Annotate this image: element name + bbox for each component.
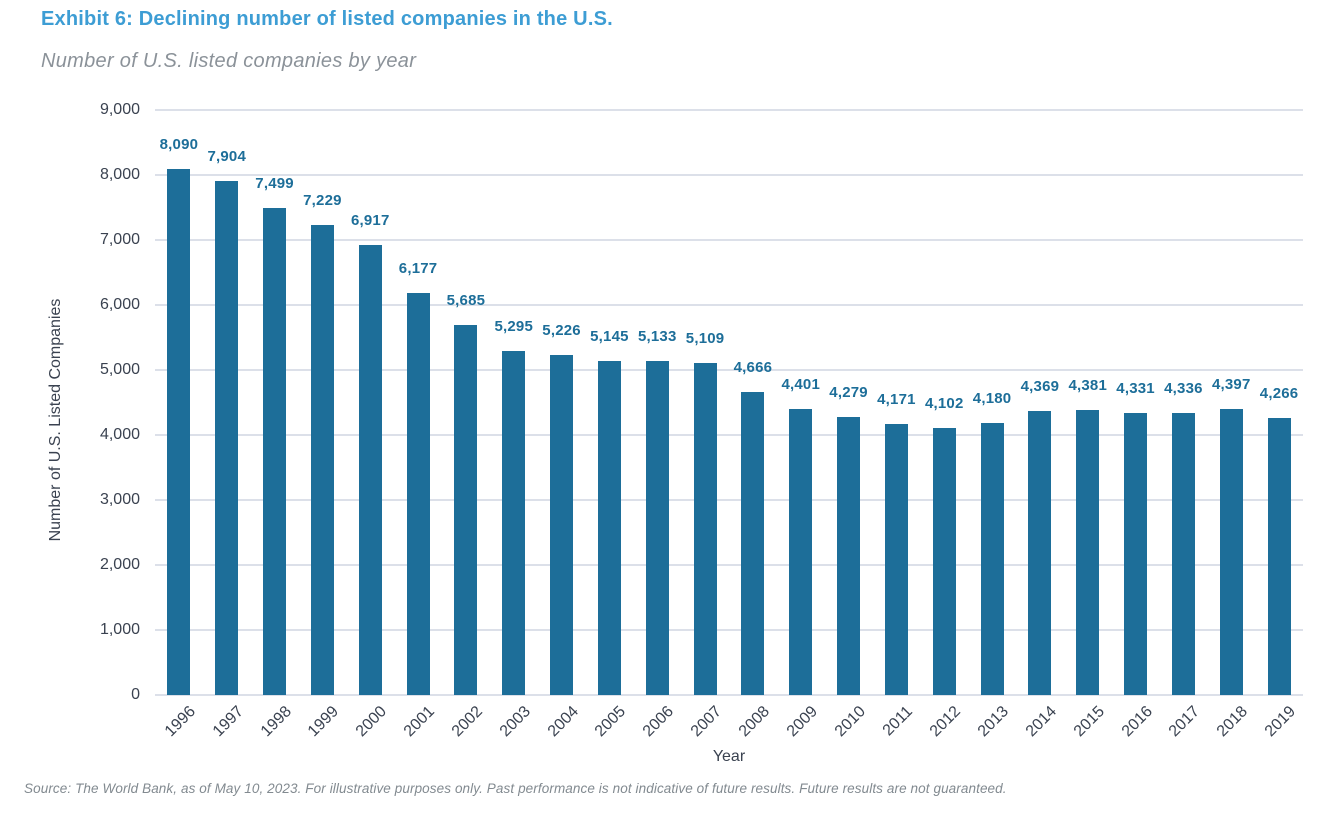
bar-value-label: 7,229 <box>303 192 342 210</box>
bar-value-label: 4,381 <box>1068 377 1108 395</box>
bar <box>263 207 287 695</box>
bar-value-label: 4,266 <box>1259 384 1299 402</box>
gridline <box>155 434 1303 436</box>
bar <box>645 361 669 695</box>
bar <box>1076 410 1100 695</box>
bar <box>1267 417 1291 695</box>
y-axis-title: Number of U.S. Listed Companies <box>47 298 64 542</box>
chart-subtitle: Number of U.S. listed companies by year <box>41 50 417 72</box>
y-tick-label: 2,000 <box>99 556 140 573</box>
bar-value-label: 4,180 <box>972 390 1012 408</box>
y-tick-label: 1,000 <box>99 621 140 638</box>
x-tick-label: 1997 <box>209 703 247 741</box>
gridline <box>155 564 1303 566</box>
x-tick-label: 1996 <box>161 703 199 741</box>
x-tick-label: 2004 <box>544 703 582 741</box>
y-tick-label: 0 <box>131 686 140 703</box>
x-tick-label: 1998 <box>257 703 295 741</box>
x-tick-label: 2008 <box>735 703 773 741</box>
bar <box>550 355 574 695</box>
bar-value-label: 5,109 <box>685 329 725 347</box>
bar-value-label: 4,666 <box>733 358 773 376</box>
bar <box>741 391 765 695</box>
y-tick-label: 4,000 <box>99 426 140 443</box>
gridline <box>155 109 1303 111</box>
x-tick-label: 2012 <box>927 703 965 741</box>
x-tick-label: 2014 <box>1022 703 1060 741</box>
bar <box>884 423 908 695</box>
gridline <box>155 629 1303 631</box>
gridline <box>155 694 1303 696</box>
bar <box>358 245 382 695</box>
x-axis-title: Year <box>712 748 746 765</box>
bar <box>502 350 526 695</box>
bar-value-label: 4,171 <box>877 390 916 408</box>
gridline <box>155 369 1303 371</box>
x-tick-label: 2013 <box>974 703 1013 741</box>
y-tick-label: 6,000 <box>99 296 140 313</box>
x-tick-label: 2007 <box>687 703 726 741</box>
x-tick-label: 2010 <box>831 703 869 741</box>
bar-value-label: 7,499 <box>255 174 294 192</box>
bar <box>932 428 956 695</box>
bar-value-label: 4,336 <box>1164 380 1203 398</box>
y-tick-label: 7,000 <box>99 231 140 248</box>
bar <box>1028 411 1052 695</box>
x-tick-label: 2002 <box>448 703 486 741</box>
x-tick-label: 2005 <box>592 703 630 741</box>
x-tick-label: 2011 <box>880 703 917 740</box>
bar-value-label: 4,397 <box>1211 376 1251 394</box>
bar-value-label: 6,177 <box>398 260 438 278</box>
bar <box>789 408 813 695</box>
bar-value-label: 5,295 <box>494 317 534 335</box>
bar <box>1171 413 1195 695</box>
bar <box>215 181 239 695</box>
bar <box>693 362 717 695</box>
bar <box>454 325 478 695</box>
gridline <box>155 174 1303 176</box>
x-tick-label: 2017 <box>1166 703 1204 741</box>
bar-value-label: 4,102 <box>924 395 964 413</box>
x-tick-label: 2009 <box>783 703 821 741</box>
bar-value-label: 8,090 <box>159 136 199 154</box>
x-tick-label: 2018 <box>1214 703 1252 741</box>
bar-value-label: 5,133 <box>637 328 677 346</box>
bar-value-label: 4,279 <box>829 383 868 401</box>
y-tick-label: 3,000 <box>99 491 140 508</box>
bar <box>980 423 1004 695</box>
bar <box>597 360 621 695</box>
bar <box>837 416 861 695</box>
x-tick-label: 2015 <box>1070 703 1108 741</box>
gridline <box>155 239 1303 241</box>
source-note: Source: The World Bank, as of May 10, 20… <box>24 781 1007 796</box>
bar-value-label: 5,226 <box>542 322 581 340</box>
bar-value-label: 6,917 <box>350 212 390 230</box>
bar <box>1219 409 1243 695</box>
x-tick-label: 2000 <box>353 703 391 741</box>
gridline <box>155 499 1303 501</box>
bar-value-label: 5,145 <box>590 327 629 345</box>
bar <box>167 169 191 695</box>
y-tick-label: 9,000 <box>99 101 140 118</box>
bar-value-label: 7,904 <box>207 148 247 166</box>
bar-value-label: 4,401 <box>781 375 821 393</box>
x-tick-label: 1999 <box>305 703 343 741</box>
bar <box>406 293 430 695</box>
bar-value-label: 4,369 <box>1020 378 1060 395</box>
y-tick-label: 5,000 <box>99 361 140 378</box>
x-tick-label: 2006 <box>640 703 678 741</box>
gridline <box>155 304 1303 306</box>
chart-title: Exhibit 6: Declining number of listed co… <box>41 8 613 30</box>
bar-value-label: 5,685 <box>446 292 486 310</box>
x-tick-label: 2019 <box>1261 703 1300 741</box>
bar <box>1124 413 1148 695</box>
x-tick-label: 2016 <box>1118 703 1156 741</box>
x-tick-label: 2001 <box>400 703 439 741</box>
y-tick-label: 8,000 <box>99 166 140 183</box>
x-tick-label: 2003 <box>496 703 534 741</box>
bar <box>310 225 334 695</box>
bar-value-label: 4,331 <box>1116 380 1155 398</box>
